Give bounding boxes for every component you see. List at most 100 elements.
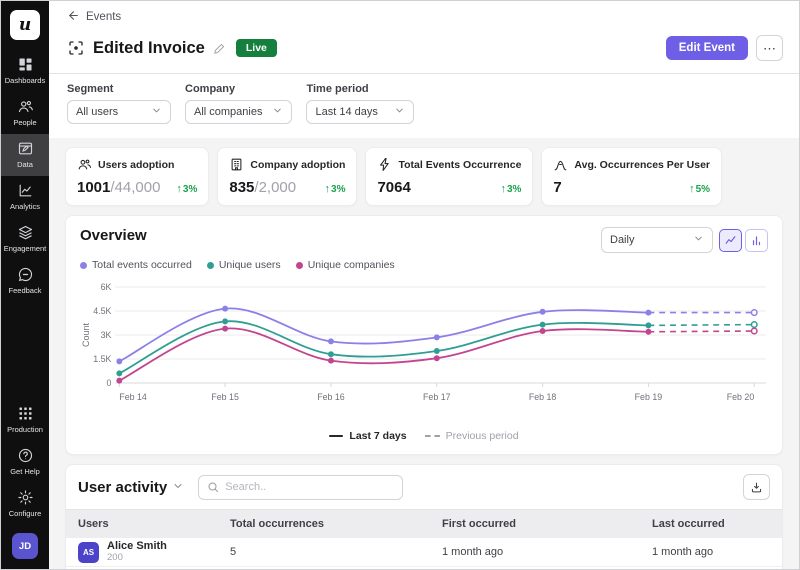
- dashboards-icon: [17, 56, 34, 73]
- user-avatar[interactable]: JD: [12, 533, 38, 559]
- sidebar-item-data[interactable]: Data: [1, 134, 49, 176]
- column-first-occurred: First occurred: [442, 518, 516, 530]
- download-button[interactable]: [743, 474, 770, 500]
- company-label: Company: [185, 83, 236, 95]
- user-activity-title-dropdown[interactable]: User activity: [78, 479, 184, 496]
- time-period-filter: Time period Last 14 days: [306, 83, 415, 124]
- time-period-select[interactable]: Last 14 days: [306, 100, 415, 124]
- engagement-icon: [17, 224, 34, 241]
- legend-dot: [295, 261, 303, 269]
- overview-card: Overview Daily: [65, 215, 783, 455]
- stat-value: 1001: [77, 179, 111, 196]
- svg-text:Feb 14: Feb 14: [119, 392, 147, 402]
- chevron-down-icon: [172, 479, 184, 496]
- more-options-button[interactable]: ⋯: [756, 35, 783, 61]
- stat-label: Total Events Occurrence: [398, 158, 522, 171]
- chevron-down-icon: [394, 105, 405, 119]
- granularity-value: Daily: [610, 234, 635, 246]
- stat-value: 835: [229, 179, 255, 196]
- help-icon: [17, 447, 34, 464]
- stat-label: Avg. Occurrences Per User: [574, 158, 711, 171]
- sidebar-item-label: Data: [17, 160, 33, 169]
- sidebar-item-label: People: [13, 118, 37, 127]
- svg-text:1.5K: 1.5K: [93, 354, 111, 364]
- stat-card-total-events: Total Events Occurrence 7064 ↑ 3%: [365, 147, 534, 206]
- stat-change: ↑ 5%: [689, 183, 711, 195]
- legend-previous-period: Previous period: [424, 430, 519, 442]
- table-row[interactable]: BJ Bob Johnson201 5 1 month ago 1 month …: [66, 567, 782, 569]
- sidebar-item-label: Dashboards: [4, 76, 46, 85]
- stat-label: Users adoption: [98, 158, 175, 171]
- last-occurred-value: 1 month ago: [652, 546, 714, 558]
- granularity-select[interactable]: Daily: [601, 227, 713, 253]
- segment-select[interactable]: All users: [67, 100, 171, 124]
- user-activity-card: User activity Users Total: [65, 464, 783, 569]
- title-actions: Edit Event ⋯: [665, 35, 783, 61]
- people-icon: [17, 98, 34, 115]
- segment-label: Segment: [67, 83, 114, 95]
- gear-icon: [17, 489, 34, 506]
- sidebar-item-label: Production: [7, 425, 43, 434]
- column-users: Users: [78, 518, 109, 530]
- table-row[interactable]: AS Alice Smith 200 5 1 month ago 1 month …: [66, 538, 782, 567]
- time-period-label: Time period: [306, 83, 369, 95]
- status-badge: Live: [235, 39, 277, 57]
- svg-text:Feb 20: Feb 20: [727, 392, 755, 402]
- stat-card-company-adoption: Company adoption 835/2,000 ↑ 3%: [217, 147, 358, 206]
- up-arrow-icon: ↑: [176, 183, 182, 195]
- sidebar-item-production[interactable]: Production: [1, 399, 49, 441]
- edit-event-button[interactable]: Edit Event: [665, 36, 748, 60]
- line-chart-toggle-button[interactable]: [719, 228, 742, 252]
- sidebar-item-dashboards[interactable]: Dashboards: [1, 50, 49, 92]
- sidebar-item-label: Analytics: [9, 202, 40, 211]
- company-filter: Company All companies: [185, 83, 293, 124]
- users-adoption-icon: [77, 157, 92, 172]
- sidebar-item-engagement[interactable]: Engagement: [1, 218, 49, 260]
- user-activity-header: User activity: [66, 465, 782, 509]
- sidebar-item-people[interactable]: People: [1, 92, 49, 134]
- chevron-down-icon: [272, 105, 283, 119]
- search-input[interactable]: [225, 481, 395, 493]
- svg-text:Feb 19: Feb 19: [635, 392, 663, 402]
- segment-filter: Segment All users: [67, 83, 171, 124]
- up-arrow-icon: ↑: [689, 183, 695, 195]
- column-last-occurred: Last occurred: [652, 518, 725, 530]
- back-arrow-icon: [67, 9, 80, 25]
- occurrences-value: 5: [230, 546, 237, 558]
- breadcrumb-label: Events: [86, 11, 122, 23]
- stat-value: 7: [553, 179, 562, 196]
- chevron-down-icon: [693, 233, 704, 247]
- sidebar-item-feedback[interactable]: Feedback: [1, 260, 49, 302]
- chart-area: 0 1.5K 3K 4.5K 6K Feb 14 Feb 15 Feb 16 Feb 17 Feb…: [80, 273, 768, 428]
- period-legend: Last 7 days Previous period: [80, 428, 768, 448]
- chart-type-toggle: [719, 228, 768, 252]
- breadcrumb[interactable]: Events: [67, 9, 121, 25]
- sidebar-item-get-help[interactable]: Get Help: [1, 441, 49, 483]
- search-box: [198, 474, 404, 500]
- sidebar-item-label: Engagement: [3, 244, 47, 253]
- table-header: Users Total occurrences First occurred L…: [66, 509, 782, 538]
- search-icon: [207, 481, 219, 493]
- sidebar-item-label: Get Help: [10, 467, 40, 476]
- userpilot-logo[interactable]: u: [10, 10, 40, 40]
- user-id: 200: [107, 551, 123, 563]
- first-occurred-value: 1 month ago: [442, 546, 504, 558]
- svg-text:6K: 6K: [101, 282, 112, 292]
- legend-dot: [80, 261, 87, 269]
- event-scan-icon: [67, 39, 85, 57]
- sidebar-item-analytics[interactable]: Analytics: [1, 176, 49, 218]
- legend-last-7-days: Last 7 days: [329, 430, 407, 442]
- up-arrow-icon: ↑: [324, 183, 331, 195]
- company-value: All companies: [194, 106, 263, 118]
- sidebar-item-configure[interactable]: Configure: [1, 483, 49, 525]
- edit-pencil-icon[interactable]: [213, 42, 226, 55]
- legend-unique-users: Unique users: [206, 259, 281, 271]
- company-select[interactable]: All companies: [185, 100, 293, 124]
- stat-change: ↑ 3%: [324, 183, 346, 195]
- sidebar-item-label: Feedback: [8, 286, 42, 295]
- data-icon: [17, 140, 34, 157]
- top-header: Events Edited Invoice Live Edit Event ⋯: [49, 1, 799, 73]
- bar-chart-toggle-button[interactable]: [745, 228, 768, 252]
- user-name: Alice Smith: [107, 540, 167, 553]
